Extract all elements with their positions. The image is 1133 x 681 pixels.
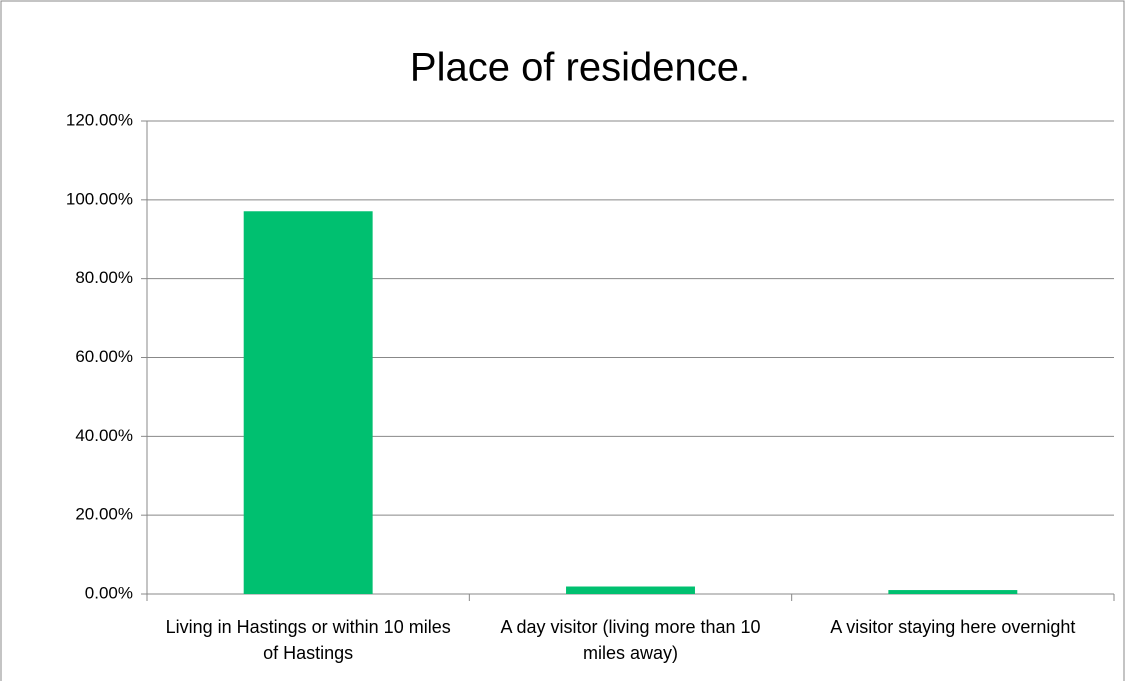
y-tick-label: 60.00%	[75, 347, 133, 366]
y-tick-label: 120.00%	[66, 110, 133, 129]
y-tick-label: 80.00%	[75, 268, 133, 287]
y-tick-label: 20.00%	[75, 505, 133, 524]
x-tick-label: A visitor staying here overnight	[830, 617, 1076, 637]
y-tick-label: 0.00%	[85, 583, 133, 602]
y-tick-label: 40.00%	[75, 426, 133, 445]
bar	[888, 590, 1018, 594]
chart-title: Place of residence.	[410, 46, 750, 90]
y-tick-label: 100.00%	[66, 189, 133, 208]
x-tick-label: Living in Hastings or within 10 miles of…	[165, 617, 451, 663]
bar	[243, 211, 373, 594]
bar	[566, 586, 695, 594]
x-tick-label: A day visitor (living more than 10 miles…	[500, 617, 761, 663]
